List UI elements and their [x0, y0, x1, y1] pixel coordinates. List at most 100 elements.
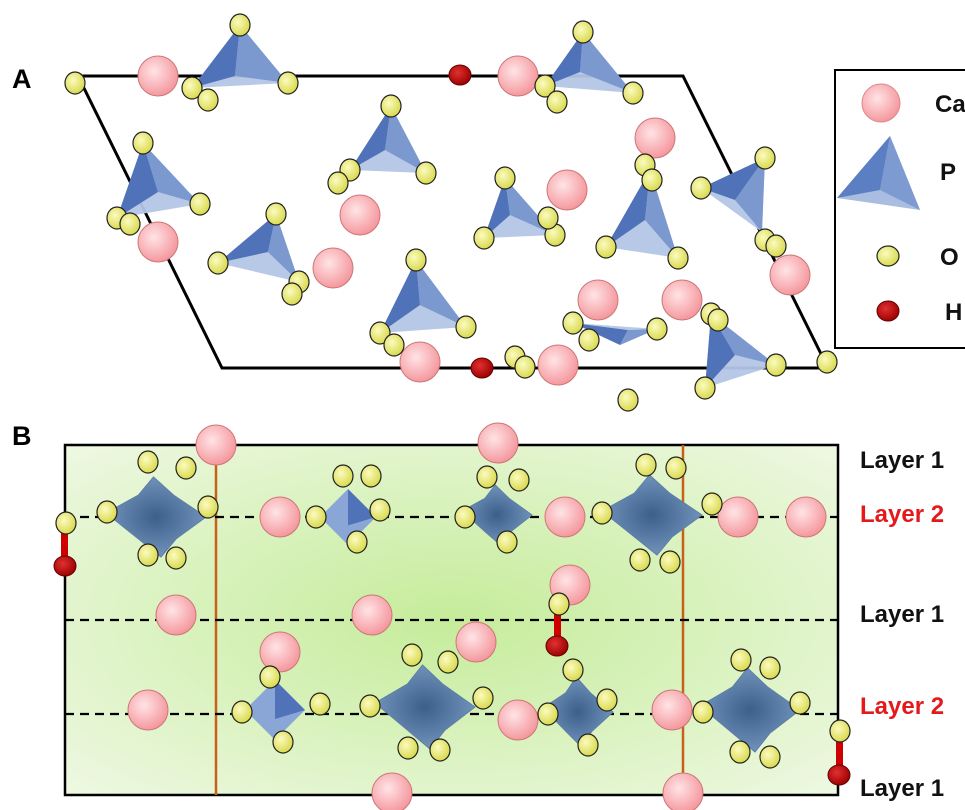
oxygen-atom [546, 90, 568, 114]
oxygen-atom [508, 468, 530, 492]
oxygen-atom [401, 643, 423, 667]
oxygen-atom [754, 146, 776, 170]
phosphate-tetrahedron [701, 158, 765, 232]
oxygen-atom [646, 317, 668, 341]
oxygen-atom [534, 74, 556, 98]
oxygen-atom [327, 171, 349, 195]
calcium-atom [651, 689, 693, 731]
oxygen-atom [231, 700, 253, 724]
phosphate-tetrahedron [245, 680, 305, 740]
oxygen-atom [259, 665, 281, 689]
oxygen-atom [137, 450, 159, 474]
oxygen-atom [346, 530, 368, 554]
oxygen-atom [360, 464, 382, 488]
oxygen-atom [332, 464, 354, 488]
oxygen-atom [397, 736, 419, 760]
layer-label: Layer 1 [860, 601, 944, 628]
calcium-atom [546, 169, 588, 211]
oxygen-atom-icon [876, 245, 900, 267]
oxygen-atom [730, 648, 752, 672]
panel-b-layer-view [53, 422, 851, 810]
oxygen-atom [405, 248, 427, 272]
oxygen-atom [55, 511, 77, 535]
hydrogen-atom [53, 555, 77, 577]
calcium-atom [661, 279, 703, 321]
oxygen-atom [829, 719, 851, 743]
oxygen-atom [789, 691, 811, 715]
oxygen-atom [707, 308, 729, 332]
calcium-atom [477, 422, 519, 464]
oxygen-atom [277, 71, 299, 95]
phosphate-tetrahedron [705, 314, 776, 388]
legend-label-ca: Ca [935, 91, 965, 118]
hydrogen-atom [545, 635, 569, 657]
oxygen-atom [665, 456, 687, 480]
oxygen-atom [165, 546, 187, 570]
oh-bond [836, 731, 843, 775]
legend-label-h: H [945, 299, 962, 326]
layer-label: Layer 1 [860, 447, 944, 474]
phosphate-tetrahedron [606, 170, 678, 258]
oxygen-atom [207, 251, 229, 275]
oxygen-atom [415, 161, 437, 185]
oxygen-atom [132, 131, 154, 155]
calcium-atom [577, 279, 619, 321]
calcium-atom [662, 772, 704, 810]
layer-label: Layer 1 [860, 775, 944, 802]
layer-label: Layer 2 [860, 501, 944, 528]
calcium-atom [371, 772, 413, 810]
oxygen-atom [473, 226, 495, 250]
oxygen-atom [437, 650, 459, 674]
calcium-atom [259, 496, 301, 538]
panel-a-unit-cell [64, 13, 838, 412]
oxygen-atom [309, 692, 331, 716]
calcium-atom [137, 221, 179, 263]
phosphate-group-projection [601, 474, 703, 556]
oxygen-atom [692, 700, 714, 724]
phosphate-group-projection [374, 664, 476, 750]
hydrogen-atom [470, 357, 494, 379]
oxygen-atom [572, 20, 594, 44]
hydrogen-atom-icon [876, 300, 900, 322]
calcium-atom [195, 424, 237, 466]
oxygen-atom [476, 465, 498, 489]
oxygen-atom [701, 492, 723, 516]
layer-label: Layer 2 [860, 693, 944, 720]
calcium-atom [785, 496, 827, 538]
calcium-atom [497, 699, 539, 741]
calcium-atom [455, 621, 497, 663]
oxygen-atom [197, 88, 219, 112]
calcium-atom [399, 341, 441, 383]
oxygen-atom [596, 688, 618, 712]
calcium-atom [634, 117, 676, 159]
oxygen-atom [359, 694, 381, 718]
oxygen-atom [265, 202, 287, 226]
oxygen-atom [496, 530, 518, 554]
oxygen-atom [369, 321, 391, 345]
oxygen-atom [591, 501, 613, 525]
oxygen-atom [765, 353, 787, 377]
oxygen-atom [494, 166, 516, 190]
oxygen-atom [380, 94, 402, 118]
panel-a-label: A [12, 64, 32, 94]
oxygen-atom [64, 71, 86, 95]
legend-box [834, 69, 965, 349]
oxygen-atom [659, 550, 681, 574]
phosphate-tetrahedron [117, 143, 200, 218]
phosphate-tetrahedron [218, 214, 299, 282]
calcium-atom [769, 254, 811, 296]
oxygen-atom [577, 733, 599, 757]
calcium-atom-icon [861, 83, 901, 123]
calcium-atom [259, 631, 301, 673]
oxygen-atom [694, 376, 716, 400]
oxygen-atom [305, 505, 327, 529]
calcium-atom [137, 55, 179, 97]
hydrogen-atom [448, 64, 472, 86]
oxygen-atom [137, 543, 159, 567]
phosphate-tetrahedron-icon [837, 136, 920, 210]
oxygen-atom [759, 656, 781, 680]
legend: Ca P O H [834, 69, 965, 349]
oxygen-atom [189, 192, 211, 216]
hydrogen-atom [827, 764, 851, 786]
